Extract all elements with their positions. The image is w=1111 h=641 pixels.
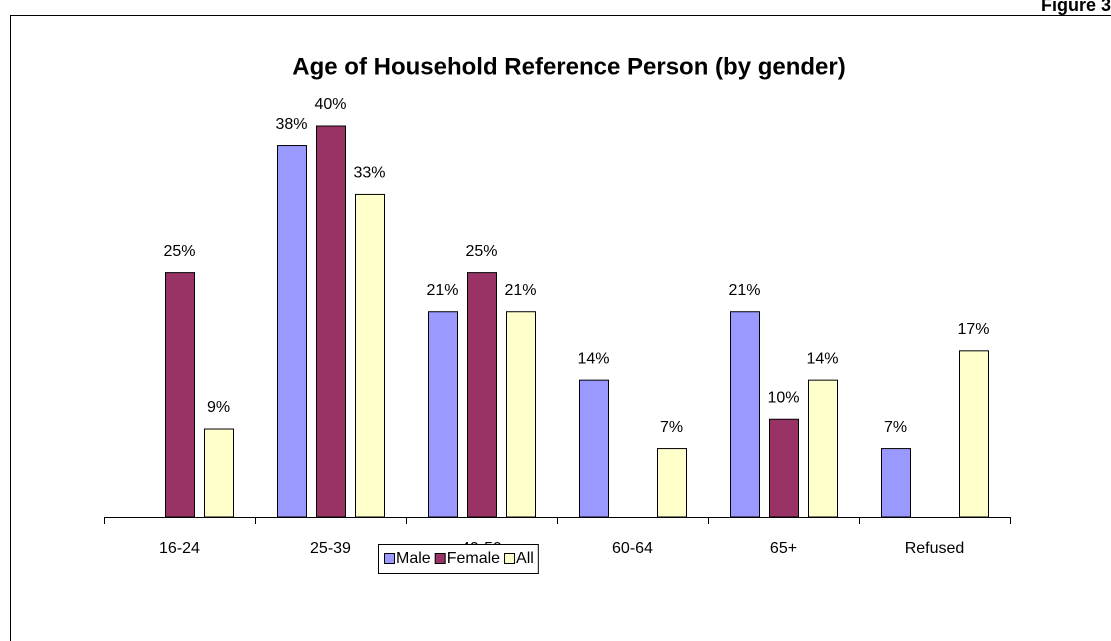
data-label: 25% bbox=[465, 243, 497, 260]
bar bbox=[316, 125, 346, 518]
data-label: 38% bbox=[275, 116, 307, 133]
data-label: 25% bbox=[163, 243, 195, 260]
legend-swatch bbox=[504, 553, 516, 564]
data-label: 9% bbox=[207, 399, 230, 416]
legend-label: Female bbox=[447, 550, 500, 567]
legend-swatch bbox=[384, 553, 395, 564]
bar bbox=[657, 448, 687, 518]
data-label: 40% bbox=[314, 96, 346, 113]
bar bbox=[808, 379, 838, 518]
x-tick-label: 60-64 bbox=[612, 540, 653, 557]
bar bbox=[428, 311, 458, 518]
data-label: 7% bbox=[884, 419, 907, 436]
x-tick-label: Refused bbox=[905, 540, 965, 557]
bar bbox=[204, 428, 234, 518]
figure-label: Figure 3 bbox=[1041, 0, 1111, 15]
bar bbox=[506, 311, 536, 518]
data-label: 21% bbox=[426, 282, 458, 299]
chart-title: Age of Household Reference Person (by ge… bbox=[292, 53, 845, 80]
bar bbox=[355, 193, 385, 518]
data-label: 17% bbox=[957, 321, 989, 338]
data-label: 10% bbox=[767, 389, 799, 406]
legend-swatch bbox=[434, 553, 446, 564]
bar bbox=[165, 272, 195, 518]
x-tick-label: 16-24 bbox=[159, 540, 200, 557]
data-label: 14% bbox=[577, 350, 609, 367]
x-tick-label: 65+ bbox=[770, 540, 797, 557]
bar bbox=[277, 145, 307, 518]
bar bbox=[730, 311, 760, 518]
x-tick-label: 25-39 bbox=[310, 540, 351, 557]
data-label: 21% bbox=[728, 282, 760, 299]
legend-label: Male bbox=[396, 550, 431, 567]
bar bbox=[769, 418, 799, 518]
bar bbox=[467, 272, 497, 518]
bar bbox=[579, 379, 609, 518]
bar bbox=[959, 350, 989, 518]
data-label: 14% bbox=[806, 350, 838, 367]
data-label: 33% bbox=[353, 165, 385, 182]
data-label: 7% bbox=[660, 419, 683, 436]
legend-label: All bbox=[516, 550, 534, 567]
bar bbox=[881, 448, 911, 518]
data-label: 21% bbox=[504, 282, 536, 299]
